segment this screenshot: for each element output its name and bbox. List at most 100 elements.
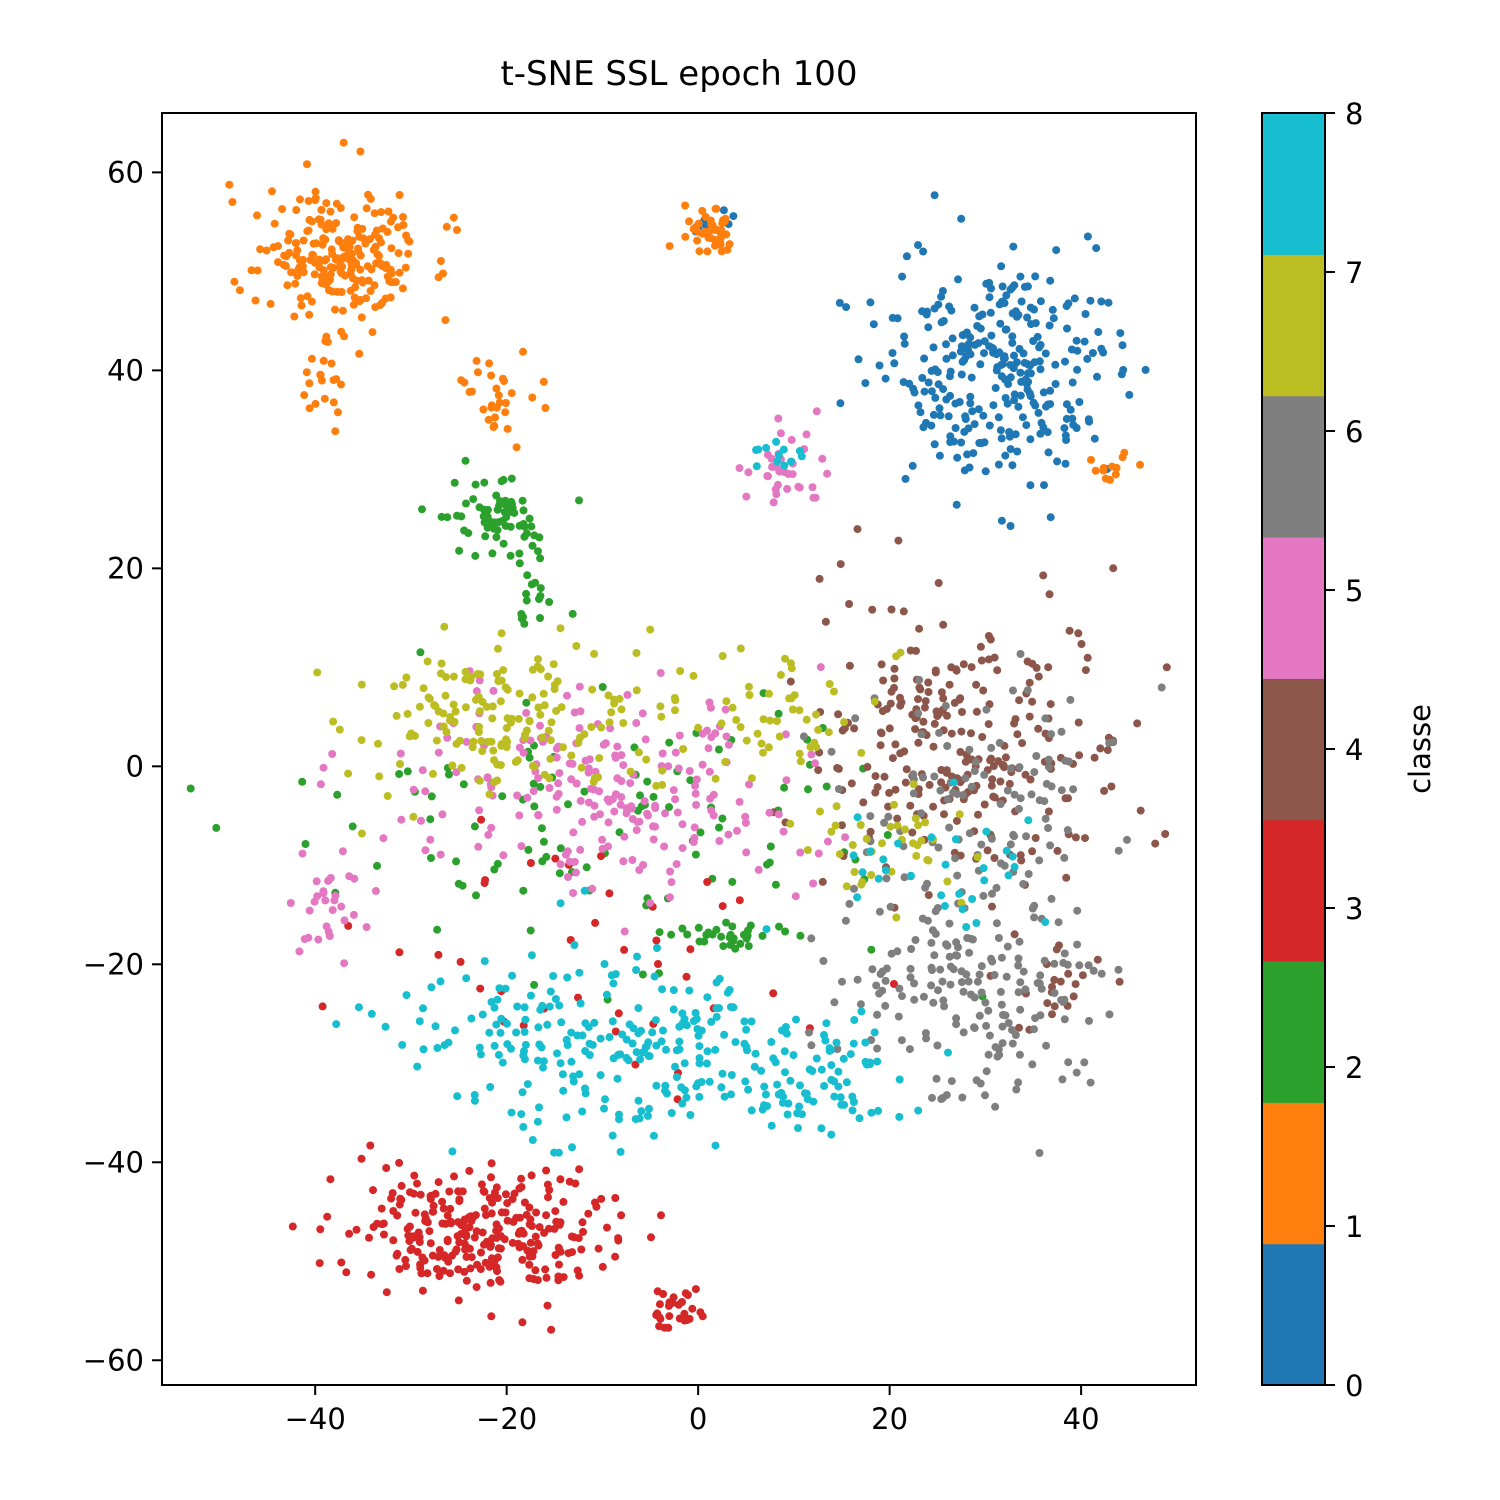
data-point-class-3 bbox=[366, 1141, 375, 1150]
data-point-class-5 bbox=[523, 793, 532, 802]
data-point-class-6 bbox=[1035, 1149, 1044, 1157]
data-point-class-6 bbox=[1047, 894, 1056, 903]
data-point-class-0 bbox=[1018, 413, 1027, 422]
data-point-class-6 bbox=[1024, 870, 1033, 878]
data-point-class-6 bbox=[962, 970, 971, 979]
data-point-class-8 bbox=[787, 457, 795, 466]
data-point-class-6 bbox=[1060, 949, 1069, 958]
data-point-class-5 bbox=[814, 849, 823, 858]
data-point-class-6 bbox=[987, 743, 996, 752]
data-point-class-4 bbox=[972, 680, 981, 689]
data-point-class-6 bbox=[807, 934, 816, 943]
data-point-class-1 bbox=[351, 259, 360, 268]
data-point-class-8 bbox=[632, 1048, 641, 1057]
data-point-class-5 bbox=[438, 810, 447, 819]
data-point-class-8 bbox=[581, 1019, 590, 1028]
data-point-class-7 bbox=[357, 736, 366, 745]
data-point-class-6 bbox=[946, 980, 955, 989]
data-point-class-0 bbox=[951, 424, 960, 432]
data-point-class-0 bbox=[1094, 328, 1103, 336]
data-point-class-3 bbox=[487, 1312, 496, 1321]
data-point-class-1 bbox=[665, 242, 674, 251]
data-point-class-2 bbox=[418, 505, 426, 514]
data-point-class-4 bbox=[1053, 846, 1062, 855]
data-point-class-1 bbox=[512, 443, 521, 452]
data-point-class-8 bbox=[914, 1106, 923, 1115]
data-point-class-1 bbox=[681, 232, 690, 241]
data-point-class-8 bbox=[834, 1067, 843, 1076]
data-point-class-7 bbox=[528, 693, 537, 702]
data-point-class-6 bbox=[1014, 1078, 1023, 1087]
data-point-class-7 bbox=[759, 715, 768, 724]
data-point-class-4 bbox=[1136, 806, 1145, 815]
data-point-class-0 bbox=[1020, 358, 1029, 367]
data-point-class-7 bbox=[652, 781, 661, 790]
data-point-class-7 bbox=[392, 711, 401, 720]
data-point-class-4 bbox=[957, 727, 966, 736]
data-point-class-8 bbox=[535, 1040, 544, 1049]
data-point-class-7 bbox=[835, 850, 844, 859]
data-point-class-5 bbox=[812, 407, 821, 416]
data-point-class-4 bbox=[931, 668, 940, 677]
data-point-class-8 bbox=[519, 1122, 528, 1131]
data-point-class-3 bbox=[598, 1262, 607, 1271]
data-point-class-8 bbox=[678, 1019, 687, 1028]
colorbar-segment-1 bbox=[1262, 1102, 1325, 1245]
data-point-class-3 bbox=[614, 1009, 623, 1018]
data-point-class-3 bbox=[443, 1237, 452, 1246]
data-point-class-3 bbox=[620, 945, 629, 954]
data-point-class-6 bbox=[1003, 786, 1012, 795]
data-point-class-3 bbox=[415, 1238, 424, 1247]
data-point-class-0 bbox=[996, 426, 1005, 435]
data-point-class-6 bbox=[1003, 942, 1012, 951]
data-point-class-0 bbox=[1037, 418, 1046, 427]
data-point-class-0 bbox=[1119, 366, 1128, 374]
data-point-class-1 bbox=[295, 256, 304, 265]
data-point-class-6 bbox=[970, 767, 979, 775]
data-point-class-6 bbox=[988, 889, 996, 898]
data-point-class-1 bbox=[495, 398, 504, 407]
data-point-class-4 bbox=[1064, 794, 1072, 803]
data-point-class-1 bbox=[370, 209, 379, 218]
data-point-class-5 bbox=[735, 464, 744, 473]
data-point-class-3 bbox=[434, 950, 443, 959]
data-point-class-5 bbox=[421, 787, 430, 796]
data-point-class-8 bbox=[496, 1028, 505, 1037]
data-point-class-0 bbox=[924, 378, 933, 387]
data-point-class-6 bbox=[935, 728, 944, 737]
data-point-class-0 bbox=[1092, 244, 1101, 253]
data-point-class-5 bbox=[633, 818, 642, 826]
data-point-class-5 bbox=[338, 847, 347, 856]
data-point-class-6 bbox=[910, 979, 919, 988]
data-point-class-1 bbox=[302, 368, 311, 377]
data-point-class-5 bbox=[396, 749, 405, 758]
data-point-class-1 bbox=[394, 249, 403, 258]
data-point-class-0 bbox=[980, 438, 989, 447]
data-point-class-4 bbox=[914, 738, 923, 747]
data-point-class-5 bbox=[474, 842, 483, 851]
data-point-class-8 bbox=[940, 902, 949, 910]
data-point-class-3 bbox=[655, 1313, 664, 1322]
data-point-class-8 bbox=[520, 1003, 529, 1012]
data-point-class-0 bbox=[936, 411, 945, 420]
data-point-class-0 bbox=[959, 331, 968, 340]
data-point-class-6 bbox=[1028, 904, 1037, 913]
data-point-class-0 bbox=[719, 206, 728, 215]
data-point-class-3 bbox=[476, 984, 485, 993]
data-point-class-3 bbox=[395, 1265, 404, 1273]
data-point-class-7 bbox=[923, 856, 932, 864]
data-point-class-8 bbox=[822, 1019, 831, 1028]
data-point-class-5 bbox=[704, 744, 713, 753]
data-point-class-5 bbox=[604, 842, 612, 851]
data-point-class-1 bbox=[365, 235, 374, 244]
data-point-class-7 bbox=[679, 745, 688, 753]
data-point-class-1 bbox=[312, 239, 321, 248]
data-point-class-8 bbox=[895, 1112, 904, 1121]
data-point-class-0 bbox=[916, 408, 925, 417]
data-point-class-2 bbox=[564, 800, 572, 809]
data-point-class-0 bbox=[1088, 349, 1097, 357]
data-point-class-3 bbox=[342, 1268, 351, 1277]
data-point-class-6 bbox=[921, 883, 930, 892]
data-point-class-6 bbox=[799, 732, 808, 741]
data-point-class-0 bbox=[998, 282, 1007, 291]
